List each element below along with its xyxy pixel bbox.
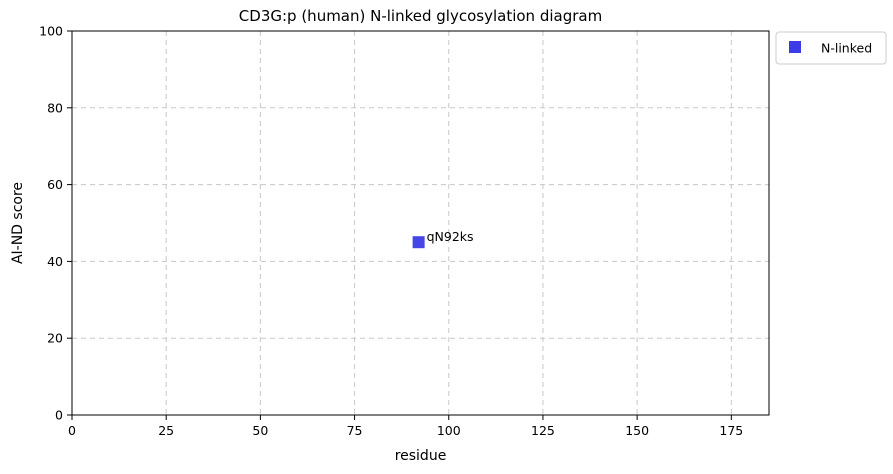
y-tick-label: 40 [47,254,63,269]
axis-ticks: 0 25 50 75 100 125 150 175 0 20 40 60 80 100 [39,24,743,439]
y-axis-title: AI-ND score [10,182,26,264]
y-tick-label: 80 [47,100,63,115]
x-tick-label: 0 [68,423,76,438]
legend-label-n-linked: N-linked [821,41,872,56]
legend-box [775,31,887,65]
y-tick-label: 60 [47,177,63,192]
grid-lines [72,31,769,415]
x-tick-label: 150 [625,423,649,438]
x-tick-label: 175 [719,423,743,438]
y-tick-label: 20 [47,331,63,346]
legend: N-linked [775,31,887,65]
x-tick-label: 50 [252,423,268,438]
legend-marker-n-linked [789,41,801,53]
x-axis-title: residue [395,448,447,464]
x-tick-label: 25 [158,423,174,438]
plot-area-frame [71,30,770,416]
data-point-label: qN92ks [427,229,474,244]
x-tick-label: 100 [437,423,461,438]
chart-title: CD3G:p (human) N-linked glycosylation di… [239,7,602,25]
x-tick-label: 125 [531,423,555,438]
data-point [412,236,425,249]
y-tick-label: 100 [39,24,63,39]
y-tick-label: 0 [55,408,63,423]
x-tick-label: 75 [347,423,363,438]
data-points: qN92ks [412,229,474,249]
